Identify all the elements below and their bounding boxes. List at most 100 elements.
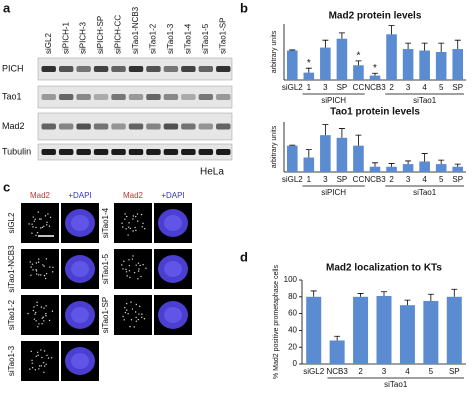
blot-band	[128, 66, 144, 72]
x-tick-label: siGL2	[282, 175, 303, 184]
bar	[303, 157, 315, 172]
speck	[135, 320, 138, 322]
speck	[30, 350, 32, 353]
blot-band	[146, 149, 161, 155]
speck	[32, 226, 34, 228]
speck	[51, 271, 54, 273]
blot-band	[128, 123, 144, 130]
panel-letter: d	[240, 249, 248, 264]
x-tick-label: CC	[353, 175, 365, 184]
speck	[35, 262, 38, 264]
speck	[145, 267, 147, 269]
error-bar	[310, 290, 317, 297]
x-tick-label: SP	[337, 175, 348, 184]
bar	[369, 75, 381, 80]
blot-band	[216, 123, 231, 130]
panel-letter: b	[240, 0, 248, 15]
blot-band	[93, 66, 109, 72]
bar	[376, 295, 392, 364]
error-bar	[388, 25, 395, 35]
speck	[37, 326, 39, 328]
speck	[124, 213, 126, 215]
speck	[43, 307, 45, 309]
error-bar	[454, 39, 461, 50]
speck	[32, 269, 34, 271]
row-label: siTao1-2	[7, 299, 16, 330]
speck	[38, 365, 41, 367]
speck	[40, 218, 42, 220]
speck	[43, 265, 45, 267]
chart-title: Mad2 protein levels	[329, 11, 422, 22]
speck	[50, 357, 53, 359]
x-tick-label: NCB3	[364, 83, 386, 92]
speck	[40, 306, 43, 308]
bar	[353, 145, 364, 172]
blot-band	[111, 149, 126, 155]
speck	[131, 258, 134, 260]
group-label: siPICH	[321, 188, 346, 197]
speck	[48, 319, 51, 322]
x-tick-label: SP	[452, 175, 463, 184]
speck	[41, 226, 44, 229]
speck	[35, 270, 38, 272]
significance-marker: *	[357, 50, 361, 61]
speck	[141, 313, 143, 315]
speck	[38, 368, 40, 370]
speck	[132, 215, 134, 217]
blot-band	[181, 94, 196, 100]
lane-label: siPICH-CC	[114, 15, 123, 54]
speck	[45, 258, 48, 260]
error-bar	[322, 124, 329, 136]
lane-label: siPICH-1	[61, 21, 70, 54]
speck	[37, 354, 39, 357]
speck	[125, 302, 128, 305]
speck	[35, 226, 37, 229]
bar	[353, 65, 364, 80]
speck	[31, 367, 34, 369]
speck	[134, 311, 137, 313]
nucleus	[71, 307, 89, 323]
speck	[137, 262, 140, 264]
x-tick-label: siGL2	[282, 83, 303, 92]
error-bar	[338, 128, 345, 138]
speck	[36, 301, 38, 304]
lane-label: siTao1-5	[201, 23, 210, 54]
bar	[423, 301, 439, 364]
row-label: Tubulin	[2, 146, 31, 156]
speck	[132, 255, 134, 257]
bar	[419, 50, 430, 80]
x-tick-label: 3	[406, 83, 411, 92]
error-bar	[381, 291, 387, 296]
blot-band	[41, 94, 56, 100]
speck	[38, 218, 41, 220]
speck	[36, 304, 38, 307]
speck	[46, 221, 48, 224]
speck	[31, 263, 34, 265]
nucleus	[164, 261, 182, 277]
speck	[132, 218, 134, 220]
speck	[29, 368, 31, 370]
lane-label: siPICH-3	[79, 21, 88, 54]
speck	[51, 310, 54, 312]
speck	[30, 266, 32, 268]
speck	[45, 315, 47, 317]
speck	[129, 227, 132, 230]
speck	[42, 361, 45, 364]
bar	[452, 49, 464, 80]
speck	[36, 351, 39, 354]
speck	[41, 356, 43, 359]
blot-band	[76, 94, 91, 100]
row-label: siGL2	[7, 212, 16, 233]
panel-letter: a	[3, 0, 11, 15]
speck	[143, 227, 146, 230]
error-bar	[405, 42, 412, 50]
row-label: siTao1-SP	[101, 297, 110, 333]
speck	[45, 312, 47, 315]
speck	[45, 272, 48, 275]
error-bar	[421, 42, 428, 51]
speck	[44, 215, 47, 217]
speck	[128, 222, 130, 224]
group-label: siTao1	[413, 188, 437, 197]
y-axis-label: arbitrary units	[271, 125, 278, 168]
speck	[40, 274, 42, 276]
